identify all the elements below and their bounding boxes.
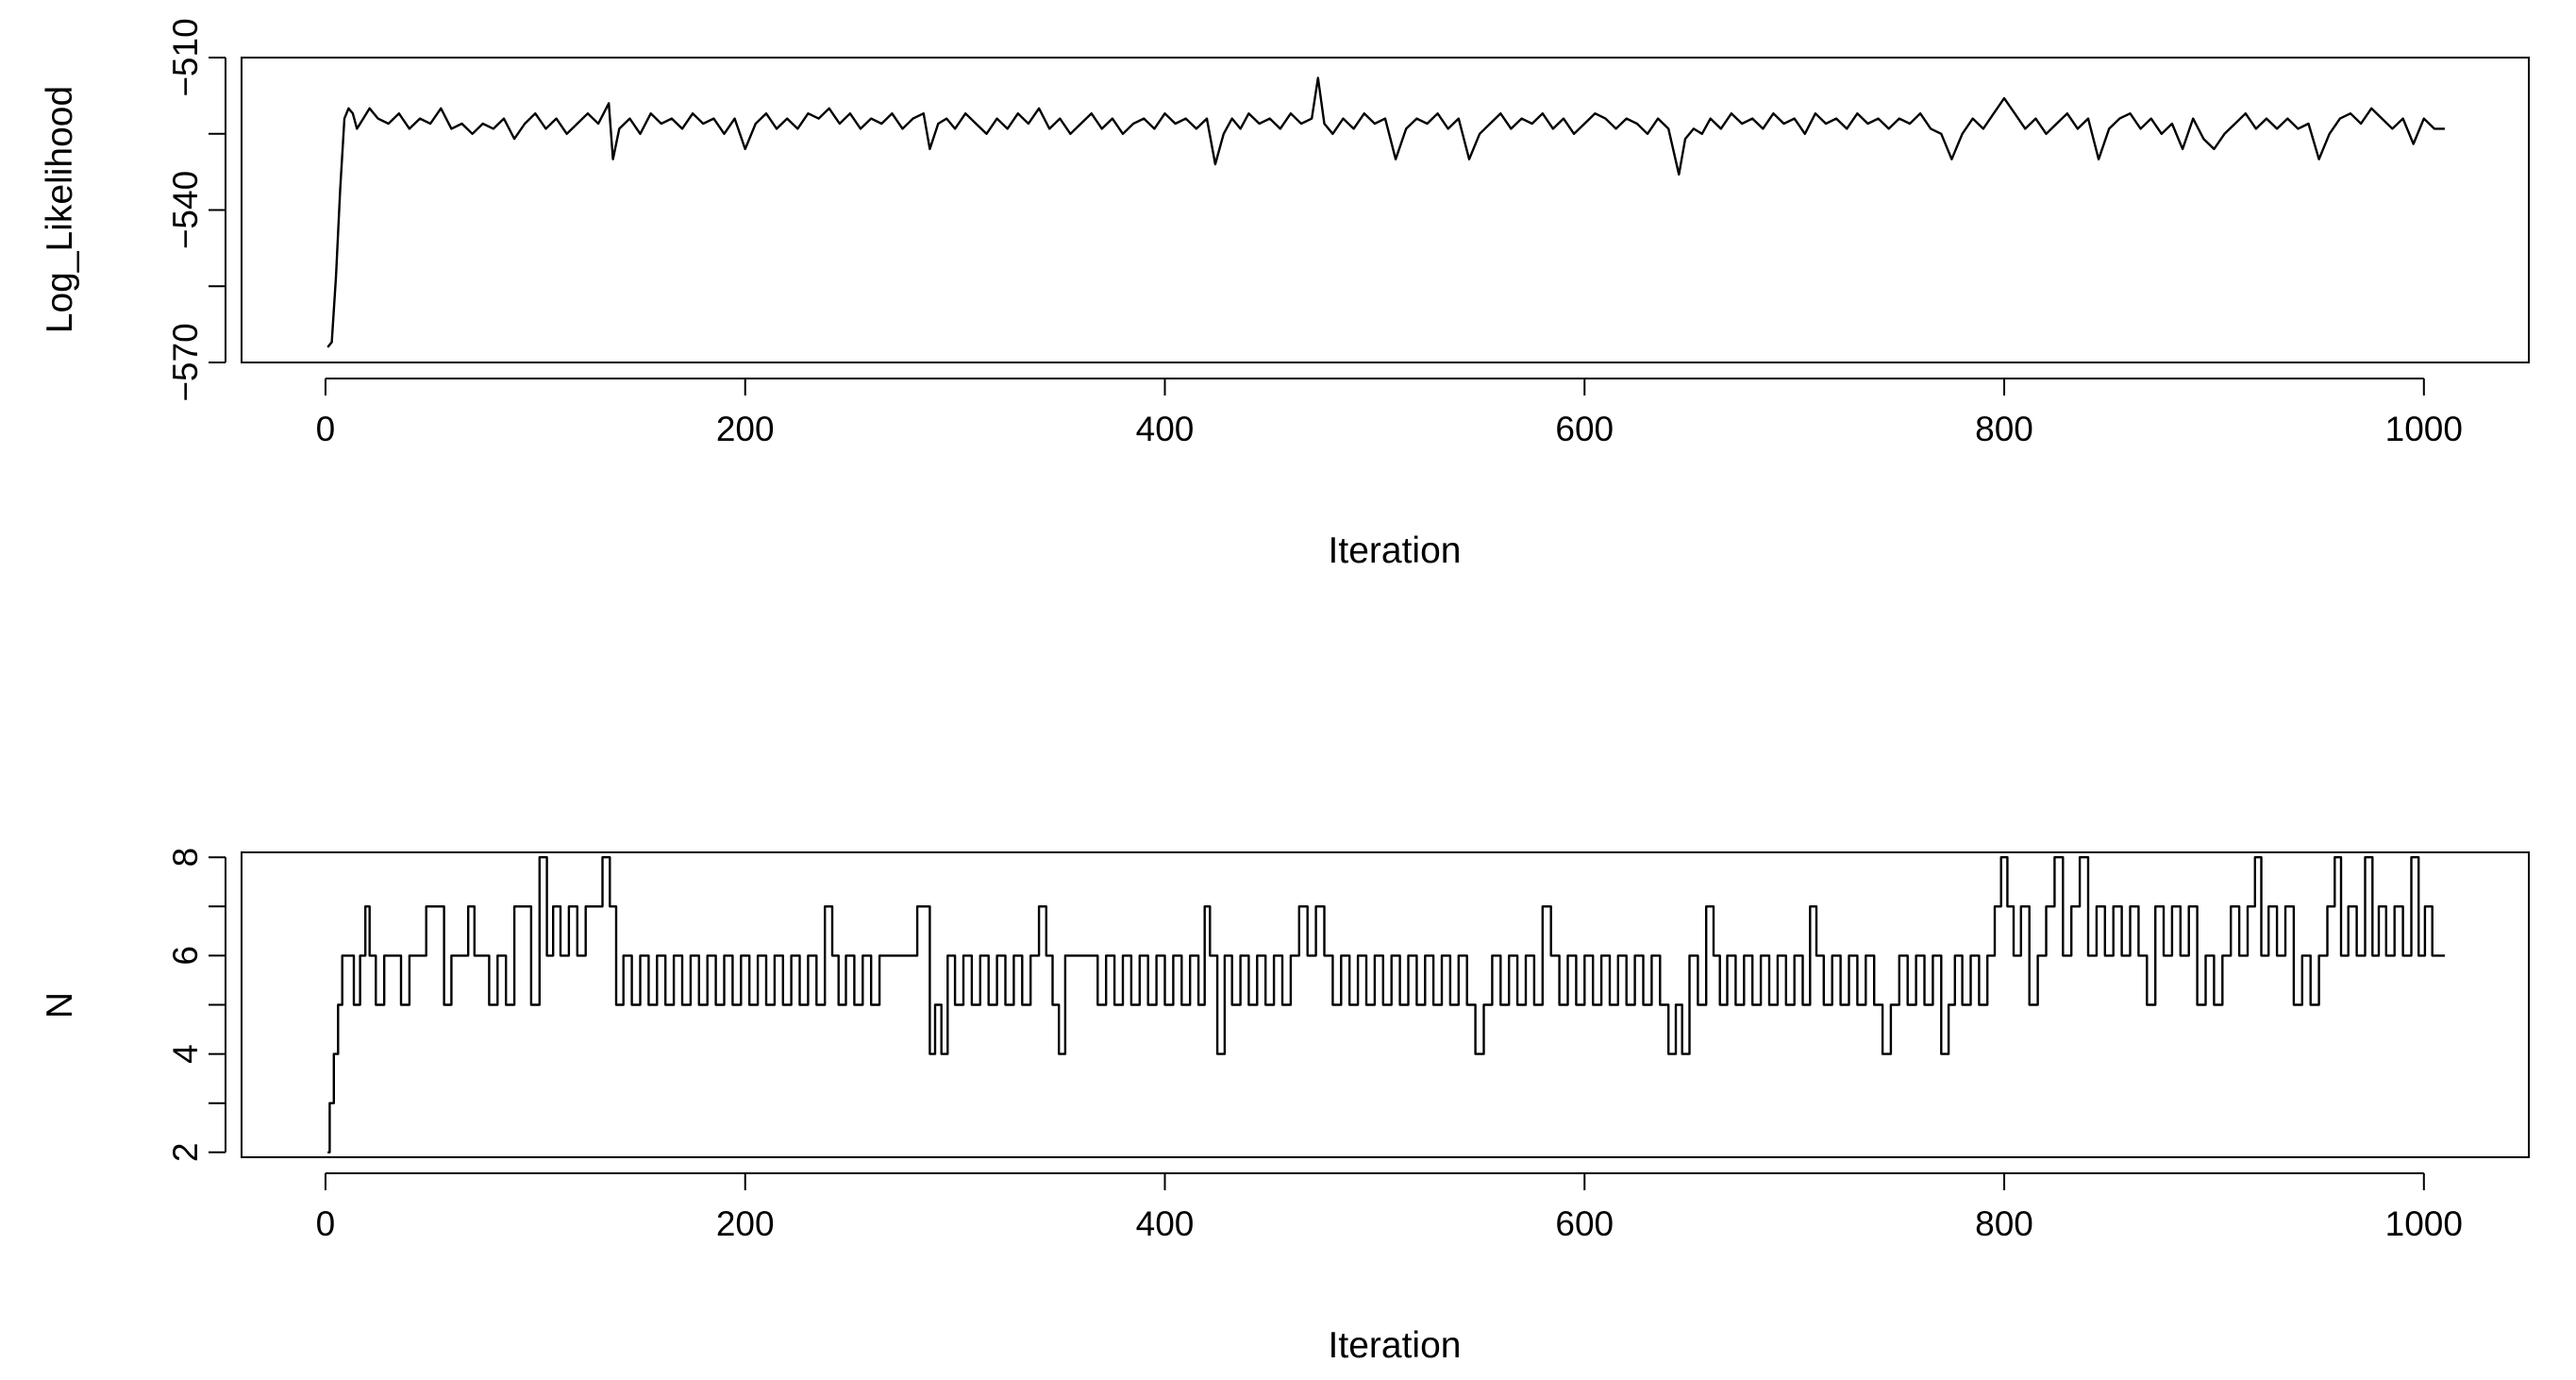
n-y-tick-label: 2 <box>166 1143 205 1163</box>
log-likelihood-plot-frame <box>241 57 2530 363</box>
n-x-axis: 0 200 400 600 800 1000 <box>316 1172 2463 1243</box>
log-likelihood-trace-line <box>326 76 2445 348</box>
log-likelihood-x-tick-label: 200 <box>716 410 775 448</box>
n-y-tick-label: 4 <box>166 1044 205 1064</box>
n-x-axis-label: Iteration <box>1329 1325 1462 1366</box>
n-y-axis-label: N <box>40 992 80 1018</box>
n-x-tick-label: 800 <box>1975 1204 2033 1243</box>
log-likelihood-y-tick-label: −570 <box>166 323 205 401</box>
log-likelihood-series-group <box>326 76 2445 348</box>
n-y-tick-label: 6 <box>166 946 205 966</box>
log-likelihood-x-tick-label: 600 <box>1555 410 1614 448</box>
n-y-tick-label: 8 <box>166 848 205 867</box>
log-likelihood-x-tick-label: 0 <box>316 410 336 448</box>
n-x-tick-label: 1000 <box>2385 1204 2463 1243</box>
n-x-tick-label: 400 <box>1136 1204 1195 1243</box>
log-likelihood-y-tick-label: −510 <box>166 18 205 96</box>
log-likelihood-y-tick-label: −540 <box>166 171 205 249</box>
log-likelihood-x-tick-label: 1000 <box>2385 410 2463 448</box>
n-plot-frame <box>241 851 2530 1158</box>
log-likelihood-x-axis: 0 200 400 600 800 1000 <box>316 378 2463 448</box>
log-likelihood-x-tick-label: 800 <box>1975 410 2033 448</box>
log-likelihood-panel: 0 200 400 600 800 1000 −570 −540 −510 Iteration… <box>40 18 2530 571</box>
n-x-tick-label: 0 <box>316 1204 336 1243</box>
n-x-tick-label: 200 <box>716 1204 775 1243</box>
n-x-tick-label: 600 <box>1555 1204 1614 1243</box>
n-trace-line <box>327 856 2445 1153</box>
n-panel: 0 200 400 600 800 1000 2 4 6 8 Iteration N <box>40 848 2530 1366</box>
log-likelihood-y-axis: −570 −540 −510 <box>166 18 226 402</box>
log-likelihood-y-axis-label: Log_Likelihood <box>40 86 80 333</box>
n-y-axis: 2 4 6 8 <box>166 848 226 1162</box>
n-series-group <box>327 856 2445 1153</box>
log-likelihood-x-tick-label: 400 <box>1136 410 1195 448</box>
log-likelihood-x-axis-label: Iteration <box>1329 530 1462 571</box>
